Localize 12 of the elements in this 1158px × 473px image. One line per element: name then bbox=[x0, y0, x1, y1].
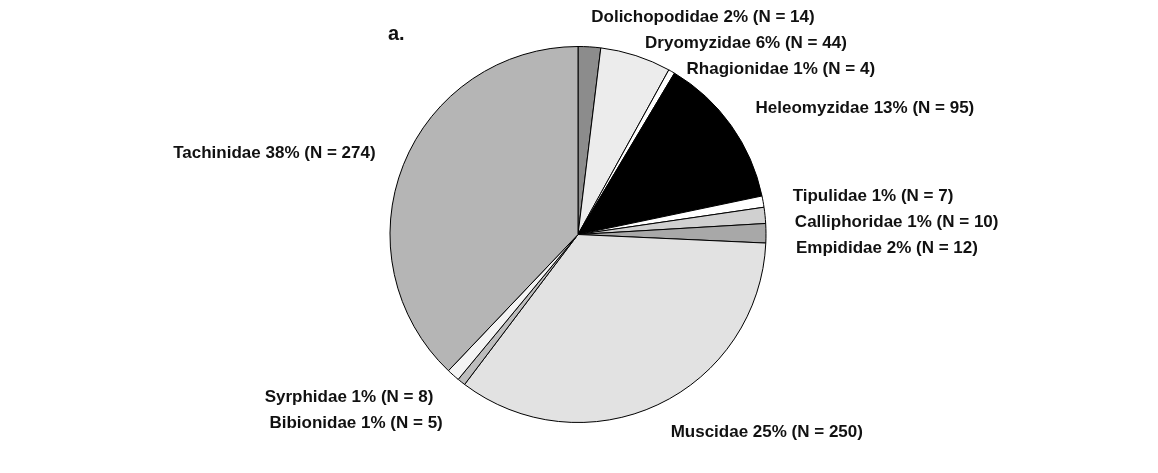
slice-label: Rhagionidae 1% (N = 4) bbox=[686, 58, 876, 78]
slice-label: Heleomyzidae 13% (N = 95) bbox=[755, 97, 975, 117]
slice-label: Muscidae 25% (N = 250) bbox=[670, 421, 863, 441]
slice-label: Bibionidae 1% (N = 5) bbox=[269, 413, 443, 433]
slice-label: Calliphoridae 1% (N = 10) bbox=[794, 212, 999, 232]
slice-label: Dolichopodidae 2% (N = 14) bbox=[591, 6, 815, 26]
slice-label: Syrphidae 1% (N = 8) bbox=[264, 387, 434, 407]
slice-label: Tipulidae 1% (N = 7) bbox=[792, 186, 954, 206]
slice-label: Dryomyzidae 6% (N = 44) bbox=[645, 32, 847, 52]
slice-label: Empididae 2% (N = 12) bbox=[796, 238, 978, 258]
text: a. bbox=[388, 21, 405, 44]
slice-label: Tachinidae 38% (N = 274) bbox=[173, 143, 376, 163]
